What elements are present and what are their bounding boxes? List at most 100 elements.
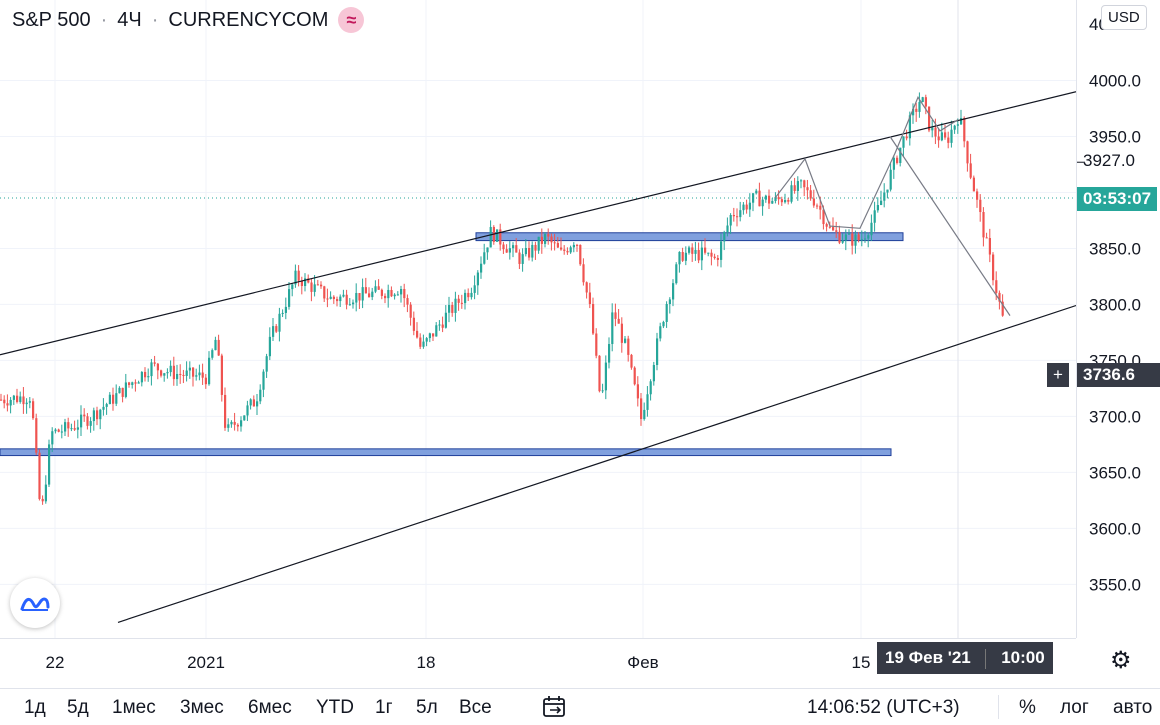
go-to-date-calendar-icon[interactable] bbox=[542, 695, 568, 725]
candle-body bbox=[726, 225, 729, 233]
candle-body bbox=[336, 299, 339, 302]
price-axis[interactable]: 4000.03950.03900.03850.03800.03750.03700… bbox=[1076, 0, 1160, 638]
range-button-3m[interactable]: 3мес bbox=[180, 697, 224, 718]
candle-body bbox=[988, 238, 991, 255]
range-button-all[interactable]: Все bbox=[459, 697, 492, 718]
candle-body bbox=[54, 429, 57, 432]
percent-scale-toggle[interactable]: % bbox=[1019, 697, 1036, 718]
clock-timezone[interactable]: 14:06:52 (UTC+3) bbox=[807, 697, 960, 718]
candle-body bbox=[326, 298, 329, 300]
settings-gear-icon[interactable]: ⚙ bbox=[1110, 647, 1132, 674]
candle-body bbox=[876, 205, 879, 211]
candle-body bbox=[124, 382, 127, 397]
candle-body bbox=[758, 190, 761, 207]
candle-body bbox=[761, 199, 764, 207]
candle-body bbox=[835, 230, 838, 232]
candle-body bbox=[700, 247, 703, 261]
auto-scale-toggle[interactable]: авто bbox=[1113, 697, 1153, 718]
candle-body bbox=[508, 248, 511, 253]
candle-body bbox=[864, 238, 867, 240]
range-button-5d[interactable]: 5д bbox=[67, 697, 89, 718]
candle-body bbox=[236, 424, 239, 427]
crosshair-plus-icon[interactable]: + bbox=[1047, 363, 1069, 387]
candle-body bbox=[985, 237, 988, 239]
candle-body bbox=[688, 247, 691, 253]
candle-body bbox=[563, 249, 566, 251]
candle-body bbox=[355, 293, 358, 303]
candlestick-chart[interactable] bbox=[0, 0, 1076, 638]
candle-body bbox=[822, 209, 825, 225]
candle-body bbox=[166, 372, 169, 374]
candle-body bbox=[892, 157, 895, 170]
range-button-5y[interactable]: 5л bbox=[416, 697, 438, 718]
candle-body bbox=[518, 252, 521, 264]
candle-body bbox=[585, 282, 588, 293]
range-button-6m[interactable]: 6мес bbox=[248, 697, 292, 718]
time-axis[interactable]: 22 2021 18 Фев 15 bbox=[0, 638, 1076, 681]
candle-body bbox=[723, 232, 726, 242]
candle-body bbox=[771, 200, 774, 204]
candle-body bbox=[188, 367, 191, 371]
candle-body bbox=[800, 180, 803, 182]
candle-body bbox=[252, 399, 255, 407]
bottom-toolbar: 1д 5д 1мес 3мес 6мес YTD 1г 5л Все 14:06… bbox=[0, 688, 1160, 725]
candle-body bbox=[870, 222, 873, 236]
crosshair-divider bbox=[985, 648, 987, 669]
zone-support bbox=[0, 448, 892, 457]
candle-body bbox=[451, 304, 454, 313]
candle-body bbox=[627, 338, 630, 355]
candle-body bbox=[828, 226, 831, 228]
interval-label[interactable]: 4Ч bbox=[117, 8, 142, 31]
currency-button[interactable]: USD bbox=[1101, 5, 1147, 30]
crosshair-time-label: 19 Фев '21 10:00 bbox=[877, 642, 1053, 674]
candle-body bbox=[777, 197, 780, 200]
tradingview-logo-icon[interactable] bbox=[10, 578, 60, 628]
candle-body bbox=[220, 355, 223, 395]
candle-body bbox=[70, 428, 73, 430]
range-button-1m[interactable]: 1мес bbox=[112, 697, 156, 718]
candle-body bbox=[339, 296, 342, 302]
candle-body bbox=[963, 117, 966, 142]
symbol-name[interactable]: S&P 500 bbox=[12, 8, 91, 31]
candle-body bbox=[825, 224, 828, 227]
countdown-label: 03:53:07 bbox=[1077, 187, 1158, 211]
candle-body bbox=[502, 244, 505, 250]
candle-body bbox=[755, 190, 758, 194]
candle-body bbox=[99, 409, 102, 420]
candle-body bbox=[435, 325, 438, 337]
candle-body bbox=[867, 235, 870, 239]
candle-body bbox=[588, 292, 591, 305]
candle-body bbox=[406, 298, 409, 305]
candle-body bbox=[537, 236, 540, 251]
candle-body bbox=[976, 191, 979, 200]
candle-body bbox=[928, 106, 931, 131]
candle-body bbox=[611, 312, 614, 345]
chart-plot-area[interactable] bbox=[0, 0, 1076, 638]
range-button-1y[interactable]: 1г bbox=[375, 697, 393, 718]
candle-body bbox=[748, 202, 751, 210]
candle-body bbox=[752, 193, 755, 203]
candle-body bbox=[572, 244, 575, 248]
candle-body bbox=[307, 278, 310, 283]
candle-body bbox=[281, 312, 284, 314]
candle-body bbox=[246, 405, 249, 416]
candle-body bbox=[444, 312, 447, 328]
candle-body bbox=[982, 212, 985, 238]
candle-body bbox=[630, 354, 633, 368]
range-button-ytd[interactable]: YTD bbox=[316, 697, 354, 718]
candle-body bbox=[272, 326, 275, 337]
candle-body bbox=[163, 373, 166, 376]
candle-body bbox=[128, 382, 131, 385]
range-button-1d[interactable]: 1д bbox=[24, 697, 46, 718]
candle-body bbox=[153, 362, 156, 364]
candle-body bbox=[569, 247, 572, 253]
candle-body bbox=[544, 234, 547, 244]
candle-body bbox=[422, 341, 425, 347]
candle-body bbox=[211, 350, 214, 358]
candle-body bbox=[144, 371, 147, 378]
candle-body bbox=[838, 231, 841, 243]
candle-body bbox=[883, 192, 886, 201]
candle-body bbox=[809, 190, 812, 199]
currencycom-logo-icon[interactable]: ≈ bbox=[338, 7, 365, 33]
log-scale-toggle[interactable]: лог bbox=[1060, 697, 1089, 718]
